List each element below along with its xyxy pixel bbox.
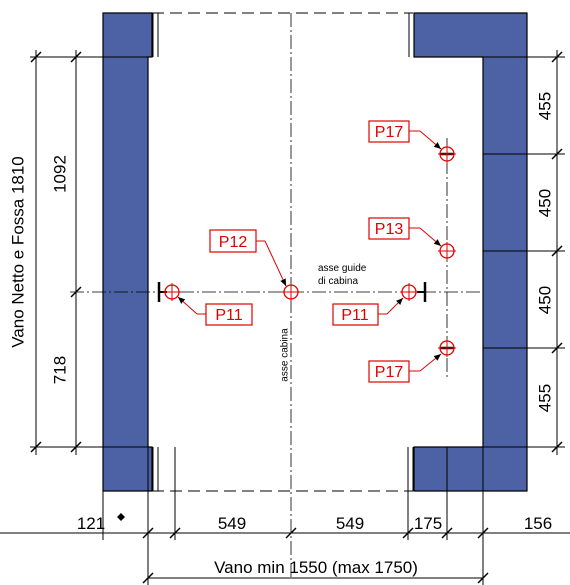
bottom-dim-left: 121	[77, 514, 105, 533]
bottom-dimensions: 121 549 549 175 156 Vano min 1550 (max 1…	[0, 447, 570, 585]
left-wall	[102, 12, 153, 492]
p17-top-label: P17	[375, 124, 404, 141]
upper-height-label: 1092	[50, 155, 69, 193]
p11-right-label: P11	[341, 307, 368, 324]
p11-left-label: P11	[215, 307, 242, 324]
bottom-dim-right: 156	[524, 514, 552, 533]
bottom-opening-outline	[152, 447, 414, 492]
bottom-overall-label: Vano min 1550 (max 1750)	[214, 558, 418, 577]
guide-axis-label-line1: asse guide	[318, 263, 367, 274]
axis-annotations: asse guide di cabina asse cabina	[280, 263, 367, 382]
diamond-marker	[117, 513, 125, 521]
right-dimensions: 455 450 450 455	[483, 50, 565, 455]
car-axis-label: asse cabina	[280, 328, 291, 382]
right-dim-1: 455	[535, 92, 554, 120]
right-dim-2: 450	[535, 189, 554, 217]
right-wall	[413, 12, 528, 492]
bottom-dim-a: 549	[218, 514, 246, 533]
point-p12: P12	[209, 229, 300, 301]
bottom-dim-c: 175	[414, 514, 442, 533]
p13-label: P13	[375, 221, 404, 238]
guide-brackets	[157, 152, 454, 350]
p17-bottom-label: P17	[375, 364, 404, 381]
point-p17-top: P17	[368, 120, 456, 163]
shaft-walls	[102, 12, 528, 492]
right-dim-3: 450	[535, 286, 554, 314]
left-dimensions: Vano Netto e Fossa 1810 1092 718	[8, 50, 148, 455]
top-opening-outline	[152, 12, 415, 57]
bottom-dim-b: 549	[336, 514, 364, 533]
right-dim-4: 455	[535, 384, 554, 412]
load-points: P17 P13 P12 P11	[163, 120, 456, 383]
point-p11-left: P11	[163, 283, 253, 326]
p12-label: P12	[219, 234, 248, 251]
point-p17-bottom: P17	[368, 339, 456, 383]
overall-height-label: Vano Netto e Fossa 1810	[8, 156, 27, 348]
guide-axis-label-line2: di cabina	[318, 276, 358, 287]
point-p13: P13	[368, 217, 456, 260]
point-p11-right: P11	[332, 283, 418, 326]
lower-height-label: 718	[50, 356, 69, 384]
